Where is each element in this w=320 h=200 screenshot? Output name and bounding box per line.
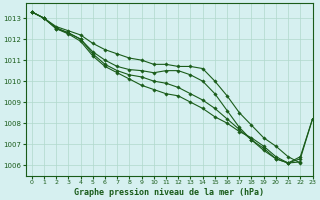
X-axis label: Graphe pression niveau de la mer (hPa): Graphe pression niveau de la mer (hPa) bbox=[74, 188, 264, 197]
